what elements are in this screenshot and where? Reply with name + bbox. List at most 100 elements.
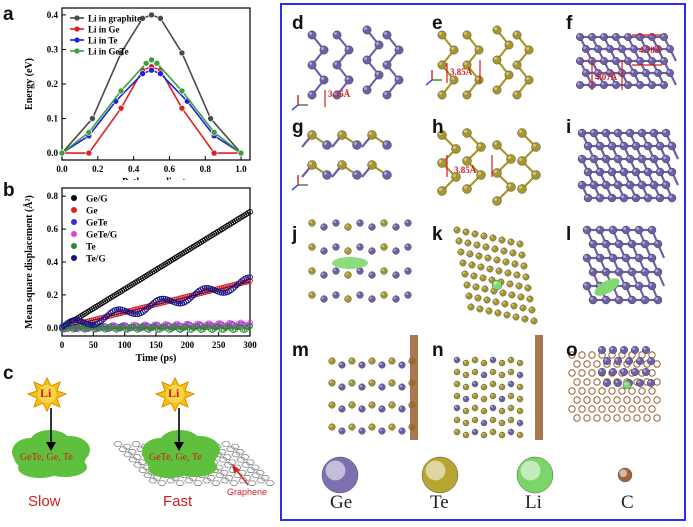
layer-atom — [516, 383, 524, 391]
atom-highlight — [609, 195, 612, 199]
atom-highlight — [492, 246, 495, 250]
atom-highlight — [339, 428, 342, 431]
measure-label: 3.55Å — [328, 89, 351, 99]
atom-highlight — [525, 285, 528, 288]
graphene-edge — [410, 335, 418, 440]
layer-atom — [480, 431, 488, 439]
layer-atom — [358, 405, 366, 413]
atom-highlight — [349, 402, 352, 405]
atom-highlight — [643, 369, 646, 373]
atom-highlight — [649, 58, 652, 61]
data-point — [153, 59, 161, 67]
atom-highlight — [615, 380, 618, 384]
atom-highlight — [309, 92, 312, 95]
panel-label-n: n — [432, 340, 444, 361]
atom-highlight — [585, 169, 588, 173]
lattice-atom — [631, 141, 641, 151]
atom-highlight — [472, 417, 475, 421]
lattice-atom — [647, 253, 657, 263]
atom-highlight — [642, 241, 645, 245]
atom-highlight — [346, 77, 349, 80]
layer-atom — [516, 419, 524, 427]
atom-highlight — [345, 248, 348, 251]
schematic-c — [12, 376, 275, 486]
te-lattice-atom — [475, 252, 483, 260]
layer-atom — [332, 243, 340, 251]
atom-highlight — [627, 182, 630, 186]
structures-frame — [280, 3, 686, 521]
te-lattice-atom — [455, 237, 463, 245]
ge-atom — [322, 170, 332, 180]
series-line — [62, 65, 242, 154]
atom-highlight — [438, 131, 442, 135]
legend-marker — [71, 195, 77, 201]
layer-atom — [471, 416, 479, 424]
chain-atom — [437, 130, 447, 140]
chain-atom — [492, 25, 502, 35]
layer-atom — [471, 404, 479, 412]
panel-label-o: o — [566, 340, 578, 361]
atom-highlight — [383, 171, 387, 175]
atom-highlight — [624, 382, 627, 385]
graphene-ring — [608, 405, 616, 413]
graphene-hexagon — [175, 480, 185, 486]
chain-atom — [517, 128, 527, 138]
atom-highlight — [309, 244, 312, 247]
layer-atom — [358, 361, 366, 369]
x-tick-label: 0.0 — [56, 164, 68, 174]
atom-highlight — [490, 393, 493, 397]
te-lattice-atom — [486, 265, 494, 273]
measure-label: 3.85Å — [454, 165, 477, 175]
atom-highlight — [632, 369, 635, 373]
layer-atom — [480, 419, 488, 427]
graphene-ring — [593, 360, 601, 368]
te-lattice-atom — [517, 293, 525, 301]
atom-highlight — [637, 380, 640, 384]
atom-highlight — [389, 402, 392, 405]
ge-atom — [598, 368, 607, 377]
li-atom — [491, 279, 503, 291]
te-lattice-atom — [463, 281, 471, 289]
atom-highlight — [357, 292, 360, 295]
graphene-ring — [583, 360, 591, 368]
chain-atom — [362, 25, 372, 35]
atom-highlight — [464, 282, 467, 285]
atom-highlight — [657, 195, 660, 199]
atom-highlight — [483, 244, 486, 248]
atom-highlight — [490, 405, 493, 409]
lattice-atom — [642, 68, 651, 77]
graphene-ring — [573, 396, 581, 404]
atom-highlight — [463, 185, 467, 189]
lattice-atom — [631, 193, 641, 203]
atom-highlight — [381, 292, 384, 295]
cloud-left — [12, 430, 90, 478]
atom-highlight — [309, 268, 312, 271]
atom-highlight — [669, 195, 672, 199]
atom-highlight — [383, 141, 387, 145]
data-point — [188, 294, 195, 301]
atom-highlight — [486, 308, 489, 311]
te-lattice-atom — [526, 295, 534, 303]
atom-highlight — [631, 70, 634, 73]
lattice-atom — [614, 267, 624, 277]
atom-highlight — [603, 241, 606, 245]
atom-highlight — [507, 183, 511, 187]
graphene-ring — [573, 378, 581, 386]
layer-atom — [507, 368, 515, 376]
atom-highlight — [481, 420, 484, 424]
graphene-ring — [623, 414, 631, 422]
chain-atom — [504, 40, 514, 50]
atom-highlight — [499, 408, 502, 412]
atom-highlight — [463, 396, 466, 400]
atom-highlight — [376, 72, 379, 75]
atom-highlight — [463, 372, 466, 376]
data-point — [70, 317, 77, 323]
legend-sphere-highlight — [520, 460, 541, 481]
atom-highlight — [399, 428, 402, 431]
layer-atom — [348, 401, 356, 409]
atom-highlight — [627, 156, 630, 160]
layer-atom — [480, 371, 488, 379]
atom-highlight — [510, 250, 513, 254]
atom-highlight — [579, 130, 582, 133]
chain-atom — [332, 30, 342, 40]
